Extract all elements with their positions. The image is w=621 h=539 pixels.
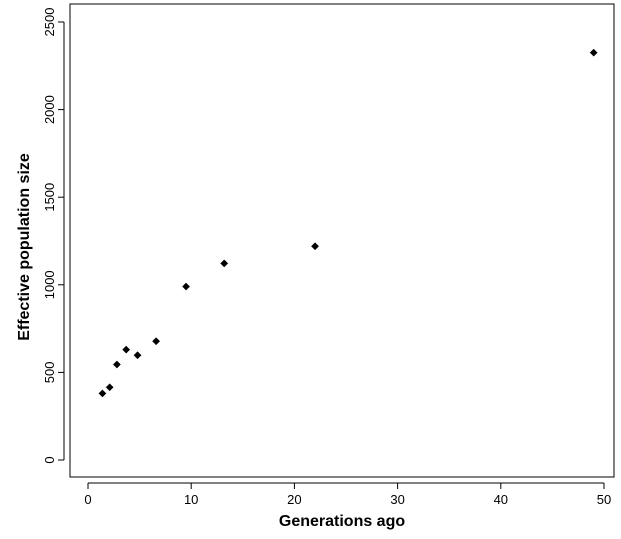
plot-area [69, 3, 615, 478]
y-axis: 0 500 1000 1500 2000 2500 [42, 8, 65, 464]
data-point [122, 345, 131, 354]
y-tick-label: 500 [42, 362, 57, 384]
x-axis-title: Generations ago [279, 513, 405, 530]
data-points [98, 48, 598, 398]
x-tick-label: 0 [84, 492, 91, 507]
x-axis: 0 10 20 30 40 50 [84, 482, 611, 507]
y-tick-label: 1000 [42, 270, 57, 299]
data-point [105, 383, 114, 392]
data-point [112, 360, 121, 369]
data-point [311, 242, 319, 251]
data-point [152, 337, 161, 346]
y-axis-title: Effective population size [16, 153, 33, 341]
data-point [133, 351, 142, 360]
y-tick-label: 0 [42, 456, 57, 463]
x-tick-label: 50 [597, 492, 611, 507]
x-tick-label: 20 [287, 492, 301, 507]
data-point [589, 48, 598, 57]
y-tick-label: 2000 [42, 95, 57, 124]
x-tick-label: 40 [494, 492, 508, 507]
plot-border [69, 3, 615, 478]
data-point [220, 259, 229, 268]
y-tick-label: 2500 [42, 8, 57, 37]
x-tick-label: 30 [390, 492, 404, 507]
x-tick-label: 10 [184, 492, 198, 507]
y-tick-label: 1500 [42, 183, 57, 212]
data-point [98, 389, 107, 398]
data-point [182, 282, 190, 291]
